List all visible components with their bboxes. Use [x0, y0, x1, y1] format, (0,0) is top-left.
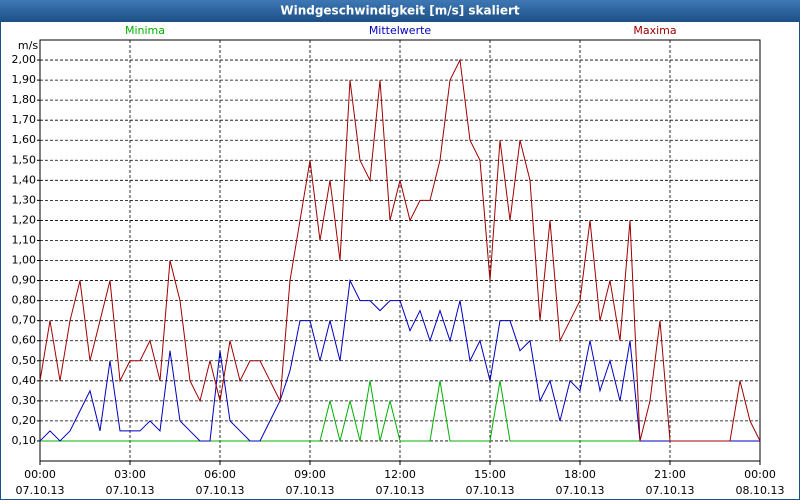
x-tick-label: 12:00	[384, 468, 416, 481]
y-tick-label: 0,30	[12, 394, 37, 407]
y-tick-label: 1,10	[12, 233, 37, 246]
y-tick-label: 1,40	[12, 173, 37, 186]
x-tick-label: 15:00	[474, 468, 506, 481]
legend-entry: Mittelwerte	[369, 24, 432, 37]
y-tick-label: 1,50	[12, 153, 37, 166]
x-tick-label: 03:00	[114, 468, 146, 481]
x-tick-date: 07.10.13	[466, 484, 515, 497]
y-tick-label: 0,10	[12, 434, 37, 447]
y-tick-label: 1,80	[12, 93, 37, 106]
x-tick-label: 21:00	[654, 468, 686, 481]
y-tick-label: 2,00	[12, 53, 37, 66]
y-tick-label: 1,90	[12, 73, 37, 86]
y-tick-label: 1,60	[12, 133, 37, 146]
y-tick-label: 1,20	[12, 213, 37, 226]
chart-title: Windgeschwindigkeit [m/s] skaliert	[280, 4, 520, 18]
x-tick-date: 07.10.13	[556, 484, 605, 497]
x-tick-label: 09:00	[294, 468, 326, 481]
legend-entry: Minima	[125, 24, 165, 37]
x-tick-date: 07.10.13	[646, 484, 695, 497]
y-tick-label: 1,30	[12, 193, 37, 206]
y-axis-label: m/s	[18, 39, 38, 52]
x-tick-date: 08.10.13	[736, 484, 785, 497]
y-tick-label: 1,70	[12, 113, 37, 126]
series-line	[39, 58, 761, 442]
y-tick-label: 0,60	[12, 334, 37, 347]
x-tick-label: 18:00	[564, 468, 596, 481]
title-bar	[0, 0, 800, 22]
y-tick-label: 0,20	[12, 414, 37, 427]
x-tick-label: 00:00	[744, 468, 776, 481]
legend-entry: Maxima	[633, 24, 676, 37]
x-tick-date: 07.10.13	[196, 484, 245, 497]
x-tick-date: 07.10.13	[16, 484, 65, 497]
y-tick-label: 0,70	[12, 314, 37, 327]
x-tick-date: 07.10.13	[106, 484, 155, 497]
y-tick-label: 0,80	[12, 294, 37, 307]
x-tick-label: 06:00	[204, 468, 236, 481]
y-tick-label: 0,90	[12, 274, 37, 287]
x-tick-date: 07.10.13	[286, 484, 335, 497]
x-tick-label: 00:00	[24, 468, 56, 481]
y-tick-label: 0,50	[12, 354, 37, 367]
y-tick-label: 0,40	[12, 374, 37, 387]
y-tick-label: 1,00	[12, 254, 37, 267]
x-tick-date: 07.10.13	[376, 484, 425, 497]
